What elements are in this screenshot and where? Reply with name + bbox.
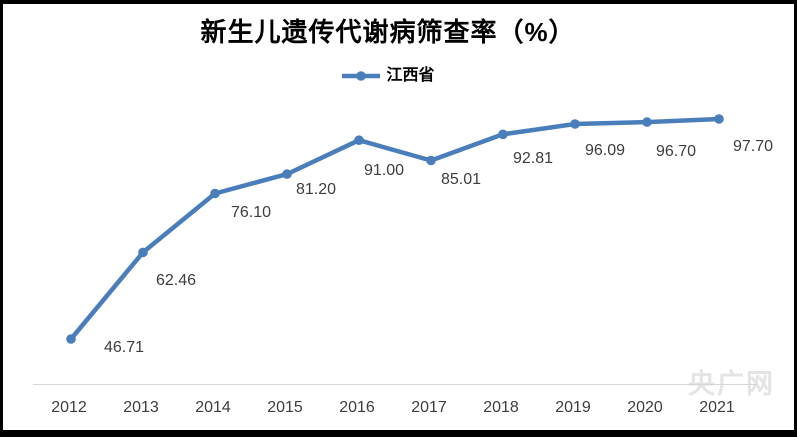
data-label: 85.01 [440,171,482,189]
x-axis-tick-label: 2012 [51,399,87,416]
frame-border-left [0,0,3,437]
x-axis-tick-label: 2021 [699,399,735,416]
data-label: 91.00 [363,162,405,180]
x-axis-tick-label: 2014 [195,399,231,416]
data-label: 46.71 [103,339,145,356]
x-axis-tick-label: 2020 [627,399,663,416]
x-axis-tick-label: 2015 [267,399,303,416]
data-point-marker [426,155,436,166]
data-label: 62.46 [155,272,197,290]
legend: 江西省 [0,66,776,86]
data-label: 76.10 [230,204,272,222]
data-point-marker [210,188,220,199]
x-axis-tick-label: 2018 [483,399,519,416]
data-point-marker [714,114,724,124]
frame-border-bottom [0,430,797,437]
legend-line-marker-icon [342,71,381,81]
data-label: 96.09 [584,141,626,159]
legend-series-label: 江西省 [386,67,435,84]
x-axis-tick-label: 2016 [339,399,375,416]
x-axis-tick-label: 2019 [555,399,591,416]
data-point-marker [642,117,652,127]
data-point-marker [138,247,148,258]
data-point-marker [354,135,364,145]
data-label: 96.70 [655,143,697,161]
data-point-marker [282,169,292,179]
data-label: 92.81 [512,150,554,168]
series-line [68,116,722,342]
data-point-marker [570,119,580,129]
frame-border-right [794,0,797,437]
data-point-marker [498,129,508,140]
x-axis-tick-label: 2017 [411,399,447,416]
x-axis-line [33,384,757,385]
data-label: 81.20 [295,181,337,199]
data-point-marker [66,334,76,344]
frame-border-top [0,0,797,4]
x-axis-tick-label: 2013 [123,399,159,416]
chart-title: 新生儿遗传代谢病筛查率（%） [200,17,576,47]
data-label: 97.70 [732,138,774,155]
